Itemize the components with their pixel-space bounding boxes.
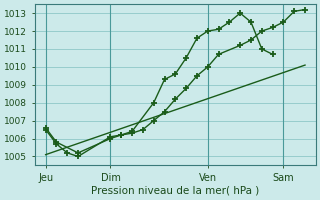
X-axis label: Pression niveau de la mer( hPa ): Pression niveau de la mer( hPa ) — [91, 186, 260, 196]
